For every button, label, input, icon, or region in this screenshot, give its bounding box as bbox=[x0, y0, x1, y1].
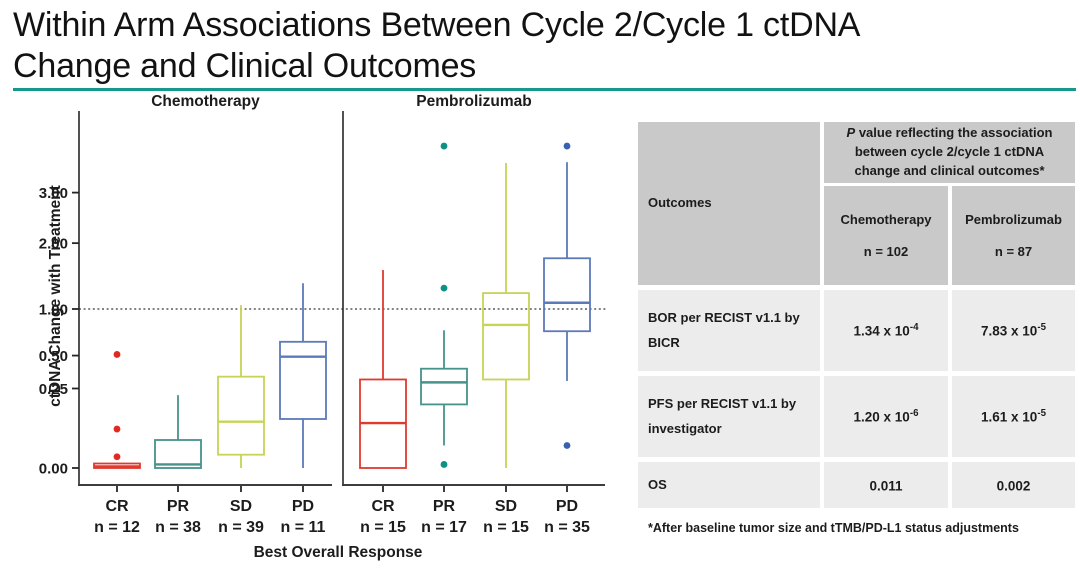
outlier-dot bbox=[113, 425, 121, 433]
pvalue-pfs-pembro-exponent: -5 bbox=[1037, 408, 1046, 420]
pvalue-table: Outcomes P value reflecting the associat… bbox=[638, 122, 1077, 522]
chemotherapy-n-label: n = 102 bbox=[863, 244, 909, 259]
pvalue-bor-pembro-exponent: -5 bbox=[1037, 322, 1046, 334]
y-tick-label: 0.00 bbox=[39, 461, 68, 478]
chemotherapy-column-label: Chemotherapy bbox=[840, 212, 932, 227]
pvalue-bor-pembro: 7.83 x 10-5 bbox=[981, 322, 1046, 339]
box-sd bbox=[482, 292, 530, 381]
box-sd bbox=[217, 375, 265, 456]
box-pd bbox=[279, 340, 327, 420]
table-header-outcomes: Outcomes bbox=[638, 122, 820, 285]
page-title-line-1: Within Arm Associations Between Cycle 2/… bbox=[13, 6, 861, 44]
n-label: n = 39 bbox=[218, 519, 264, 536]
n-label: n = 35 bbox=[544, 519, 590, 536]
outlier-dot bbox=[563, 142, 571, 150]
category-label: PR bbox=[433, 498, 456, 515]
table-header-pembrolizumab: Pembrolizumab n = 87 bbox=[952, 186, 1075, 285]
category-label: PR bbox=[167, 498, 190, 515]
pvalue-cell-bor-chemotherapy: 1.34 x 10-4 bbox=[824, 290, 948, 371]
outlier-dot bbox=[563, 442, 571, 449]
pvalue-bor-chemo-exponent: -4 bbox=[909, 322, 919, 334]
category-label: SD bbox=[230, 498, 252, 515]
outcome-cell-pfs: PFS per RECIST v1.1 by investigator bbox=[638, 376, 820, 457]
table-header-chemotherapy: Chemotherapy n = 102 bbox=[824, 186, 948, 285]
pvalue-pfs-pembro: 1.61 x 10-5 bbox=[981, 408, 1046, 425]
pvalue-pfs-chemo: 1.20 x 10-6 bbox=[853, 408, 919, 425]
n-label: n = 15 bbox=[483, 519, 529, 536]
outlier-dot bbox=[440, 142, 448, 150]
category-label: SD bbox=[495, 498, 517, 515]
pvalue-cell-pfs-pembrolizumab: 1.61 x 10-5 bbox=[952, 376, 1075, 457]
n-label: n = 38 bbox=[155, 519, 201, 536]
n-label: n = 15 bbox=[360, 519, 406, 536]
box-pd bbox=[543, 257, 591, 333]
pvalue-os-pembro: 0.002 bbox=[996, 478, 1031, 494]
category-label: CR bbox=[371, 498, 395, 515]
y-tick-label: 0.25 bbox=[39, 381, 68, 398]
pvalue-bor-chemo: 1.34 x 10-4 bbox=[853, 322, 919, 339]
pembrolizumab-column-label: Pembrolizumab bbox=[965, 212, 1062, 227]
y-axis-title: ctDNA Change with Treatment bbox=[47, 185, 64, 407]
page-title: Within Arm Associations Between Cycle 2/… bbox=[13, 5, 1053, 87]
category-label: PD bbox=[556, 498, 578, 515]
table-footnote: *After baseline tumor size and tTMB/PD-L… bbox=[648, 521, 1019, 535]
y-tick-label: 3.00 bbox=[39, 185, 68, 202]
outlier-dot bbox=[113, 453, 121, 461]
pvalue-pfs-chemo-exponent: -6 bbox=[909, 408, 919, 420]
outlier-dot bbox=[440, 284, 448, 292]
pvalue-cell-os-pembrolizumab: 0.002 bbox=[952, 462, 1075, 508]
category-label: PD bbox=[292, 498, 314, 515]
title-divider-rule bbox=[13, 88, 1076, 91]
table-header-pvalue: P value reflecting the association betwe… bbox=[824, 122, 1075, 183]
outcome-cell-bor: BOR per RECIST v1.1 by BICR bbox=[638, 290, 820, 371]
pvalue-cell-os-chemotherapy: 0.011 bbox=[824, 462, 948, 508]
pvalue-header-text: P value reflecting the association betwe… bbox=[834, 124, 1065, 181]
outlier-dot bbox=[440, 461, 448, 468]
pembrolizumab-n-label: n = 87 bbox=[994, 244, 1033, 259]
page-title-line-2: Change and Clinical Outcomes bbox=[13, 47, 477, 85]
x-axis-title: Best Overall Response bbox=[254, 544, 423, 561]
box-pr bbox=[420, 367, 468, 406]
pvalue-cell-bor-pembrolizumab: 7.83 x 10-5 bbox=[952, 290, 1075, 371]
box-pr bbox=[154, 439, 202, 469]
y-tick-label: 2.00 bbox=[39, 236, 68, 253]
pvalue-cell-pfs-chemotherapy: 1.20 x 10-6 bbox=[824, 376, 948, 457]
panel-title-pembrolizumab: Pembrolizumab bbox=[416, 93, 531, 110]
pvalue-os-chemo: 0.011 bbox=[869, 478, 903, 494]
pvalue-header-rest: value reflecting the association between… bbox=[854, 125, 1053, 178]
n-label: n = 17 bbox=[421, 519, 467, 536]
n-label: n = 11 bbox=[281, 519, 326, 536]
pvalue-p-italic: P bbox=[846, 125, 856, 141]
y-tick-label: 1.00 bbox=[39, 302, 68, 319]
y-tick-label: 0.50 bbox=[39, 348, 68, 365]
outlier-dot bbox=[113, 351, 121, 358]
outcome-cell-os: OS bbox=[638, 462, 820, 508]
n-label: n = 12 bbox=[94, 519, 140, 536]
category-label: CR bbox=[105, 498, 129, 515]
panel-title-chemotherapy: Chemotherapy bbox=[151, 93, 260, 110]
